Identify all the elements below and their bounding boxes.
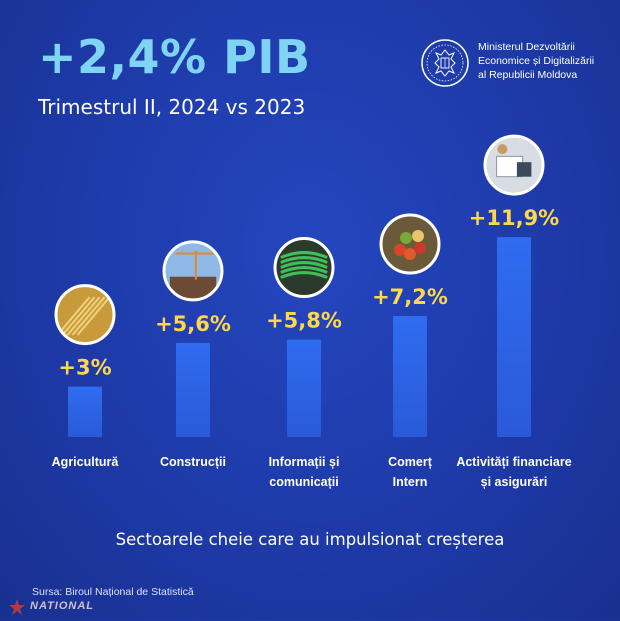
vegetables-market-photo-icon: [379, 213, 441, 275]
category-label-5-1: Activități financiare: [456, 455, 571, 469]
source-note: Sursa: Biroul Național de Statistică: [32, 586, 194, 598]
ministry-name: Ministerul Dezvoltării Economice și Digi…: [478, 40, 618, 82]
data-label-2: +5,6%: [155, 312, 231, 336]
bar-2: [176, 342, 210, 437]
category-label-2-1: Construcții: [160, 455, 226, 469]
ministry-line-2: Economice și Digitalizării: [478, 55, 595, 67]
ministry-logo: Ministerul Dezvoltării Economice și Digi…: [420, 38, 610, 90]
construction-crane-photo-icon: [162, 240, 224, 302]
category-label-3-1: Informații și: [269, 455, 340, 469]
watermark-logo: NATIONAL: [8, 598, 93, 616]
category-label-1-1: Agricultură: [52, 455, 120, 469]
headline-title: +2,4% PIB: [38, 30, 311, 84]
ministry-line-3: al Republicii Moldova: [478, 69, 578, 81]
data-label-3: +5,8%: [266, 309, 342, 333]
coat-of-arms-icon: [421, 39, 469, 87]
bar-3: [287, 339, 321, 437]
bar-5: [497, 237, 531, 437]
data-label-1: +3%: [58, 356, 111, 380]
category-label-4-1: Comerț: [388, 455, 433, 469]
bar-4: [393, 316, 427, 437]
watermark-star-icon: [9, 599, 25, 615]
network-cables-photo-icon: [273, 237, 335, 299]
sector-growth-bar-chart: +3% Agricultură +5,6% Construcții +5,8% Infor…: [52, 134, 571, 489]
category-label-5-2: și asigurări: [481, 475, 548, 489]
subtitle: Trimestrul II, 2024 vs 2023: [38, 95, 306, 119]
category-label-4-2: Intern: [393, 475, 428, 489]
ministry-line-1: Ministerul Dezvoltării: [478, 41, 575, 53]
watermark-text: NATIONAL: [30, 600, 95, 612]
bar-1: [68, 386, 102, 437]
data-label-5: +11,9%: [469, 206, 559, 230]
category-label-3-2: comunicații: [269, 475, 338, 489]
data-label-4: +7,2%: [372, 285, 448, 309]
wheat-photo-icon: [54, 284, 116, 346]
chart-caption: Sectoarele cheie care au impulsionat cre…: [115, 530, 505, 549]
finance-documents-photo-icon: [483, 134, 545, 196]
